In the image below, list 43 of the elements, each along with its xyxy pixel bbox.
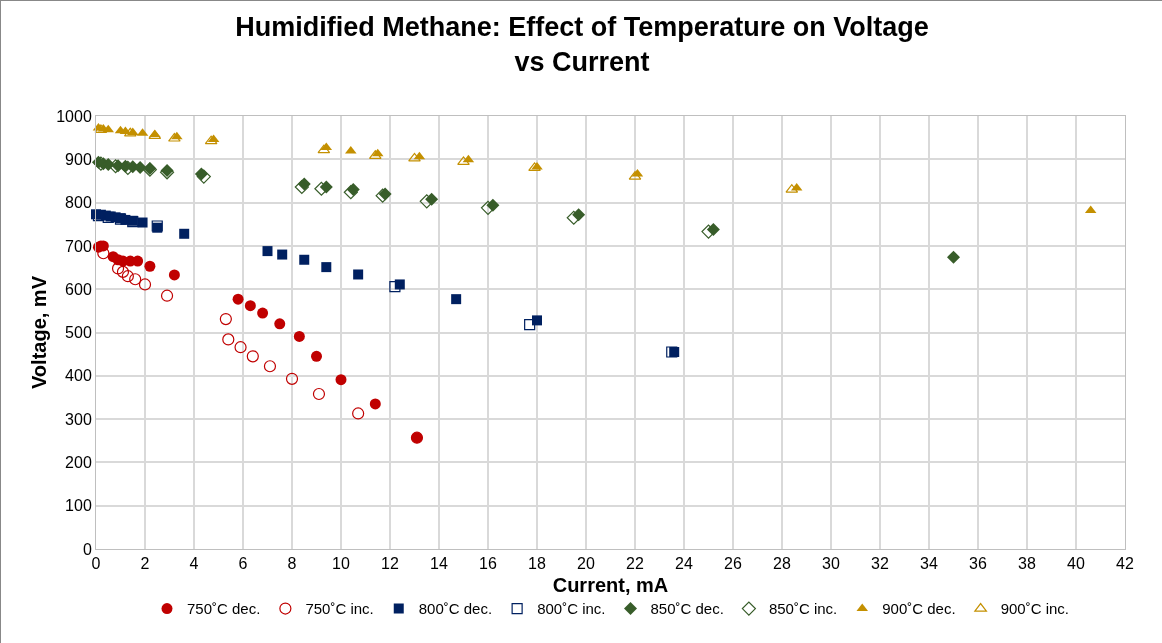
x-tick-label: 10: [332, 555, 350, 573]
x-tick-label: 14: [430, 555, 448, 573]
y-tick-label: 400: [65, 367, 92, 385]
legend-label: 750˚C dec.: [187, 600, 261, 618]
y-tick-label: 300: [65, 410, 92, 428]
y-tick-label: 700: [65, 237, 92, 255]
legend-label: 800˚C dec.: [418, 600, 493, 618]
x-tick-label: 26: [724, 555, 742, 573]
x-tick-label: 34: [920, 555, 938, 573]
y-tick-label: 0: [82, 540, 92, 558]
y-tick-label: 500: [65, 324, 92, 342]
legend-label: 900˚C inc.: [1000, 600, 1069, 618]
x-tick-label: 32: [871, 555, 889, 573]
x-tick-label: 38: [1018, 555, 1036, 573]
legend-label: 750˚C inc.: [305, 600, 374, 618]
legend-label: 850˚C inc.: [768, 600, 838, 618]
x-tick-label: 36: [969, 555, 987, 573]
x-tick-label: 18: [528, 555, 546, 573]
x-tick-label: 28: [773, 555, 791, 573]
y-tick-label: 200: [65, 454, 92, 471]
x-tick-label: 22: [626, 555, 644, 573]
x-tick-label: 40: [1067, 555, 1085, 573]
legend-label: 850˚C dec.: [650, 600, 724, 618]
y-axis-title: Voltage, mV: [28, 275, 50, 389]
legend-label: 800˚C inc.: [537, 600, 606, 618]
x-tick-label: 20: [577, 555, 595, 573]
y-tick-label: 900: [65, 150, 92, 168]
chart-title: Humidified Methane: Effect of Temperature on Voltage vs Current: [235, 12, 929, 78]
x-tick-label: 42: [1116, 555, 1134, 573]
x-tick-label: 2: [140, 555, 150, 573]
y-tick-label: 800: [65, 194, 92, 212]
x-tick-label: 4: [189, 555, 199, 573]
x-tick-label: 16: [479, 555, 497, 573]
x-tick-label: 6: [238, 555, 248, 573]
y-tick-label: 100: [65, 497, 92, 515]
x-tick-label: 30: [822, 555, 840, 573]
x-tick-label: 8: [287, 555, 297, 573]
y-tick-label: 600: [65, 280, 92, 298]
y-tick-label: 1000: [56, 107, 92, 125]
x-axis-title: Current, mA: [552, 573, 669, 596]
legend-label: 900˚C dec.: [882, 600, 956, 618]
x-tick-label: 12: [381, 555, 399, 573]
x-tick-label: 24: [675, 555, 693, 573]
